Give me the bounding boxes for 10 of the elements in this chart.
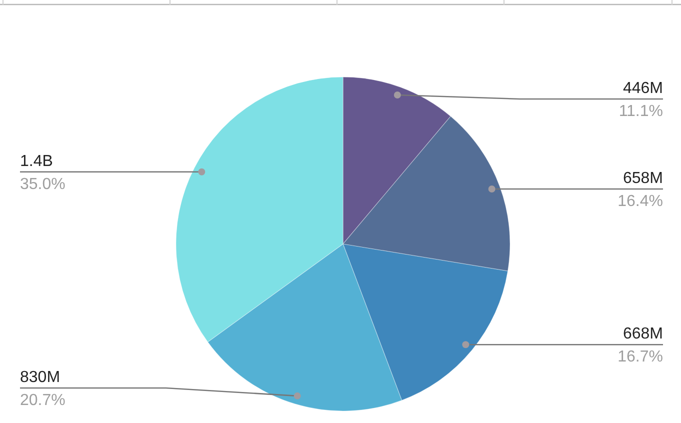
text: 35.0% [20,176,66,193]
text: 20.7% [20,392,66,409]
text: 16.4% [618,193,663,210]
data-label: 668M [622,326,663,343]
data-label: 830M [20,369,60,386]
text: 11.1% [618,103,663,120]
data-label: 1.4B [20,152,53,170]
data-label: 658M [622,170,663,187]
data-label: 446M [622,80,663,97]
text: 16.7% [618,348,663,366]
